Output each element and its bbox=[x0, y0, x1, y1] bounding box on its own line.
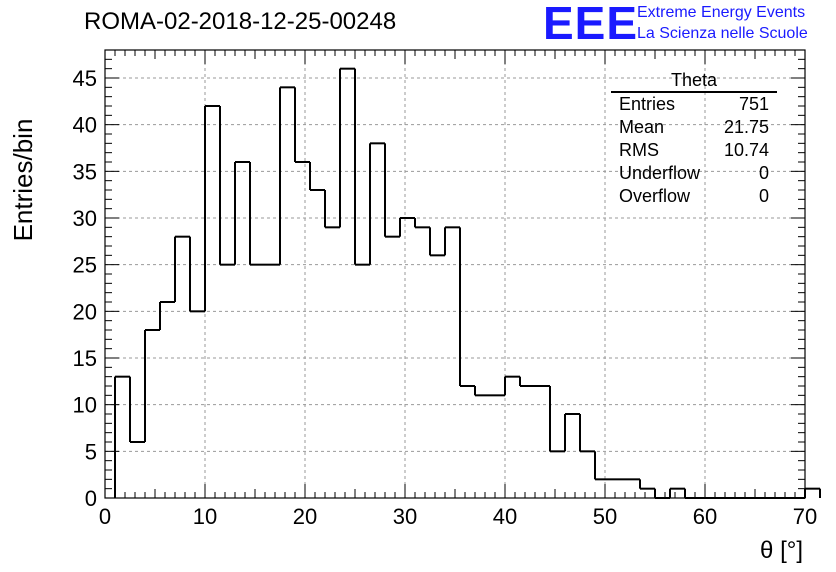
stats-value: 10.74 bbox=[723, 140, 769, 160]
x-tick-label: 60 bbox=[693, 504, 717, 529]
stats-value: 21.75 bbox=[723, 117, 769, 137]
plot-frame bbox=[104, 49, 806, 499]
y-tick-label: 15 bbox=[73, 346, 97, 371]
y-tick-labels: 0 5 10 15 20 25 30 35 40 45 bbox=[73, 66, 97, 511]
stats-label: Entries bbox=[619, 94, 676, 114]
stats-value: 0 bbox=[758, 186, 769, 206]
histogram-bins bbox=[114, 67, 821, 499]
stats-value: 0 bbox=[758, 163, 769, 183]
x-tick-labels: 0 10 20 30 40 50 60 70 bbox=[99, 504, 817, 529]
y-tick-label: 10 bbox=[73, 393, 97, 418]
stats-label: Overflow bbox=[619, 186, 691, 206]
y-tick-label: 30 bbox=[73, 206, 97, 231]
stats-row-overflow: Overflow 0 bbox=[611, 185, 777, 208]
x-tick-label: 70 bbox=[793, 504, 817, 529]
stats-title: Theta bbox=[611, 70, 777, 93]
stats-row-underflow: Underflow 0 bbox=[611, 162, 777, 185]
logo-subtitle-2: La Scienza nelle Scuole bbox=[637, 25, 808, 42]
x-axis-label: θ [°] bbox=[760, 537, 803, 564]
stats-row-rms: RMS 10.74 bbox=[611, 139, 777, 162]
stats-label: RMS bbox=[619, 140, 659, 160]
x-tick-label: 10 bbox=[193, 504, 217, 529]
y-tick-label: 45 bbox=[73, 66, 97, 91]
y-axis-label: Entries/bin bbox=[8, 119, 38, 242]
y-tick-label: 0 bbox=[85, 486, 97, 511]
stats-value: 751 bbox=[738, 94, 769, 114]
x-tick-label: 50 bbox=[593, 504, 617, 529]
x-tick-label: 30 bbox=[393, 504, 417, 529]
x-tick-label: 40 bbox=[493, 504, 517, 529]
x-tick-label: 20 bbox=[293, 504, 317, 529]
y-tick-label: 20 bbox=[73, 299, 97, 324]
stats-label: Mean bbox=[619, 117, 665, 137]
y-tick-label: 40 bbox=[73, 113, 97, 138]
stats-row-entries: Entries 751 bbox=[611, 93, 777, 116]
chart-title: ROMA-02-2018-12-25-00248 bbox=[84, 8, 397, 35]
stats-row-mean: Mean 21.75 bbox=[611, 116, 777, 139]
y-tick-label: 35 bbox=[73, 159, 97, 184]
logo-subtitle-1: Extreme Energy Events bbox=[637, 4, 806, 21]
x-tick-label: 0 bbox=[99, 504, 111, 529]
y-tick-label: 25 bbox=[73, 253, 97, 278]
stats-box: Theta Entries 751 Mean 21.75 RMS 10.74 U… bbox=[611, 70, 777, 208]
stats-label: Underflow bbox=[619, 163, 701, 183]
eee-logo: EEE bbox=[543, 0, 639, 49]
y-tick-label: 5 bbox=[85, 439, 97, 464]
